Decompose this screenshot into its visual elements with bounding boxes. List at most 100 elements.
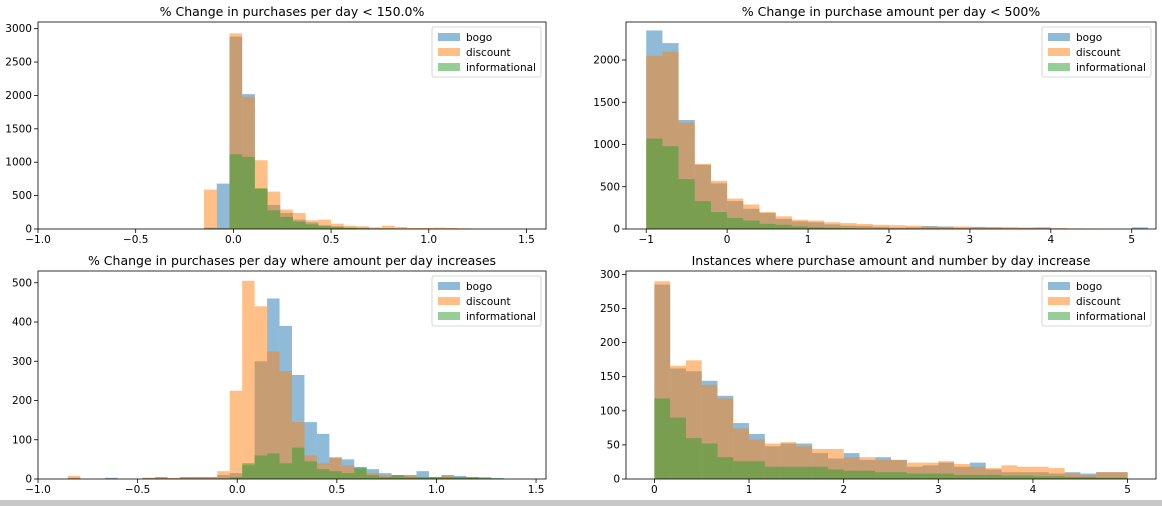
y-tick-label: 0 (25, 224, 32, 236)
bar-informational-18 (938, 473, 955, 479)
horizontal-scrollbar[interactable] (0, 500, 1162, 506)
legend-swatch-bogo (1048, 282, 1070, 290)
axes-frame (625, 21, 1157, 230)
bar-discount-23 (1018, 227, 1035, 229)
x-tick-label: −0.5 (123, 234, 149, 246)
bar-informational-13 (859, 470, 876, 479)
x-tick-label: −0.5 (125, 484, 151, 496)
series-discount (646, 51, 1100, 230)
bar-informational-0 (646, 138, 663, 229)
bar-informational-3 (701, 443, 718, 479)
bar-informational-5 (727, 218, 744, 229)
bar-informational-8 (780, 466, 797, 479)
x-tick-label: 0 (724, 234, 731, 246)
bar-informational-13 (229, 477, 243, 479)
y-tick-label: 500 (600, 181, 620, 193)
bar-discount-21 (986, 227, 1003, 229)
x-tick-label: −1.0 (25, 484, 51, 496)
legend-label-discount: discount (1076, 47, 1121, 59)
y-tick-label: 400 (12, 317, 32, 329)
x-tick-label: 0.0 (229, 484, 246, 496)
x-tick-label: 1.0 (428, 484, 445, 496)
chart-panel-0: −1.0 −0.5 0.0 0.5 1.0 1.5 0 500 1000 1500 2000 2500… (5, 4, 547, 246)
legend-label-bogo: bogo (466, 281, 492, 293)
bar-informational-22 (341, 473, 355, 479)
bar-informational-8 (775, 224, 792, 229)
bar-discount-11 (204, 477, 218, 479)
x-tick-label: 1.5 (518, 234, 535, 246)
bar-informational-8 (305, 224, 319, 229)
bar-informational-3 (694, 201, 711, 229)
bar-discount-26 (1064, 473, 1081, 479)
bar-discount-10 (808, 220, 825, 229)
bar-informational-27 (1080, 476, 1097, 479)
legend-swatch-informational (438, 312, 460, 320)
bar-discount-24 (1034, 228, 1051, 229)
y-tick-label: 1500 (593, 97, 620, 109)
x-tick-label: 1.5 (528, 484, 545, 496)
bar-informational-3 (242, 156, 255, 229)
x-tick-label: −1 (638, 234, 653, 246)
y-tick-label: 150 (600, 371, 620, 383)
bar-discount-11 (824, 222, 841, 229)
y-tick-label: 500 (12, 277, 32, 289)
bar-discount-17 (419, 227, 433, 229)
bar-informational-31 (453, 477, 467, 479)
bar-informational-14 (875, 472, 892, 479)
legend-label-informational: informational (466, 311, 536, 323)
legend-label-discount: discount (466, 296, 511, 308)
bar-bogo-1 (216, 183, 230, 229)
bar-informational-1 (662, 146, 679, 229)
y-tick-label: 1000 (5, 157, 32, 169)
bar-informational-6 (749, 461, 765, 479)
bar-informational-9 (318, 225, 332, 229)
bar-informational-19 (954, 474, 970, 479)
chart-title: % Change in purchase amount per day < 50… (742, 4, 1041, 19)
x-tick-label: 0.5 (323, 234, 340, 246)
legend-swatch-bogo (438, 33, 460, 41)
bar-informational-10 (812, 466, 828, 479)
y-tick-label: 200 (12, 395, 32, 407)
x-tick-label: 2 (840, 484, 847, 496)
bar-informational-6 (280, 216, 293, 229)
bar-informational-1 (670, 417, 686, 479)
y-tick-label: 0 (613, 224, 620, 236)
bar-discount-16 (407, 227, 420, 229)
y-tick-label: 2000 (5, 90, 32, 102)
bar-informational-10 (331, 226, 344, 229)
x-tick-label: −1.0 (25, 234, 51, 246)
legend-swatch-bogo (1048, 33, 1070, 41)
x-tick-label: 0.5 (328, 484, 345, 496)
bar-discount-25 (1050, 228, 1067, 229)
bar-informational-20 (316, 469, 330, 479)
bar-informational-4 (717, 457, 734, 479)
bar-discount-14 (872, 224, 889, 229)
bar-informational-28 (1096, 477, 1112, 479)
x-tick-label: 4 (1030, 484, 1037, 496)
x-tick-label: 3 (967, 234, 974, 246)
bar-discount-13 (229, 390, 243, 479)
bar-informational-11 (343, 227, 357, 229)
legend-swatch-discount (438, 48, 460, 56)
bar-informational-25 (379, 477, 392, 479)
y-tick-label: 0 (25, 474, 32, 486)
bar-informational-18 (292, 447, 305, 479)
bar-informational-23 (1017, 475, 1034, 479)
bar-informational-21 (985, 474, 1002, 479)
bar-informational-15 (254, 455, 268, 479)
bar-discount-18 (432, 227, 446, 229)
bar-discount-7 (155, 477, 168, 479)
bar-discount-8 (167, 477, 180, 479)
y-tick-label: 100 (12, 434, 32, 446)
x-tick-label: 5 (1128, 234, 1135, 246)
bar-discount-19 (445, 227, 459, 229)
bar-discount-12 (217, 471, 230, 479)
bar-discount-14 (242, 280, 255, 479)
bar-informational-9 (791, 226, 809, 229)
legend-swatch-discount (1048, 297, 1070, 305)
bar-discount-16 (905, 225, 922, 229)
bar-informational-2 (678, 179, 695, 229)
series-informational (654, 398, 1128, 479)
legend-label-discount: discount (466, 47, 511, 59)
